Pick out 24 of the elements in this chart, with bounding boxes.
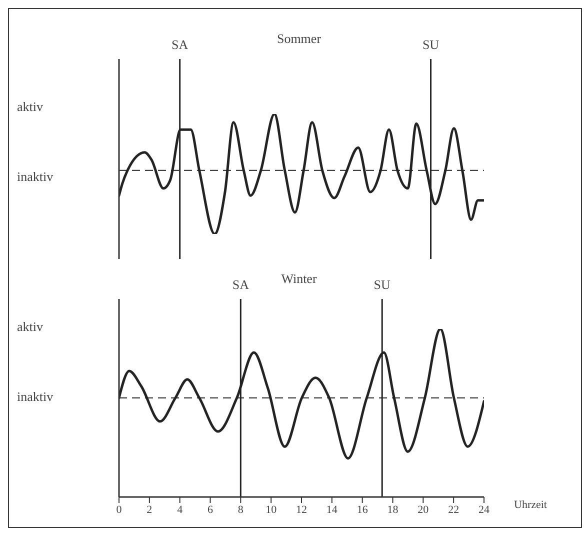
ref-line-label: SU — [374, 277, 392, 292]
x-tick-label: 12 — [296, 504, 307, 516]
text: aktiv — [17, 319, 43, 335]
x-tick-label: 20 — [418, 504, 430, 516]
text: inaktiv — [17, 389, 54, 405]
x-axis-title: Uhrzeit — [514, 498, 547, 511]
x-tick-label: 4 — [177, 504, 184, 516]
ref-line-label: SA — [232, 277, 250, 292]
x-tick-label: 14 — [326, 504, 338, 516]
chart-title: Winter — [281, 271, 317, 286]
ref-line-label: SA — [172, 37, 189, 52]
text: aktiv — [17, 99, 43, 115]
x-tick-label: 8 — [238, 504, 244, 516]
x-tick-label: 24 — [478, 504, 490, 516]
ref-line-label: SU — [422, 37, 440, 52]
x-tick-label: 10 — [266, 504, 278, 516]
x-tick-label: 22 — [448, 504, 460, 516]
chart-title: Sommer — [276, 31, 322, 47]
x-tick-label: 6 — [208, 504, 214, 516]
x-tick-label: 18 — [387, 504, 399, 516]
text: inaktiv — [17, 169, 54, 185]
x-tick-label: 0 — [116, 504, 122, 516]
x-tick-label: 16 — [356, 504, 368, 516]
x-tick-label: 2 — [146, 504, 152, 516]
